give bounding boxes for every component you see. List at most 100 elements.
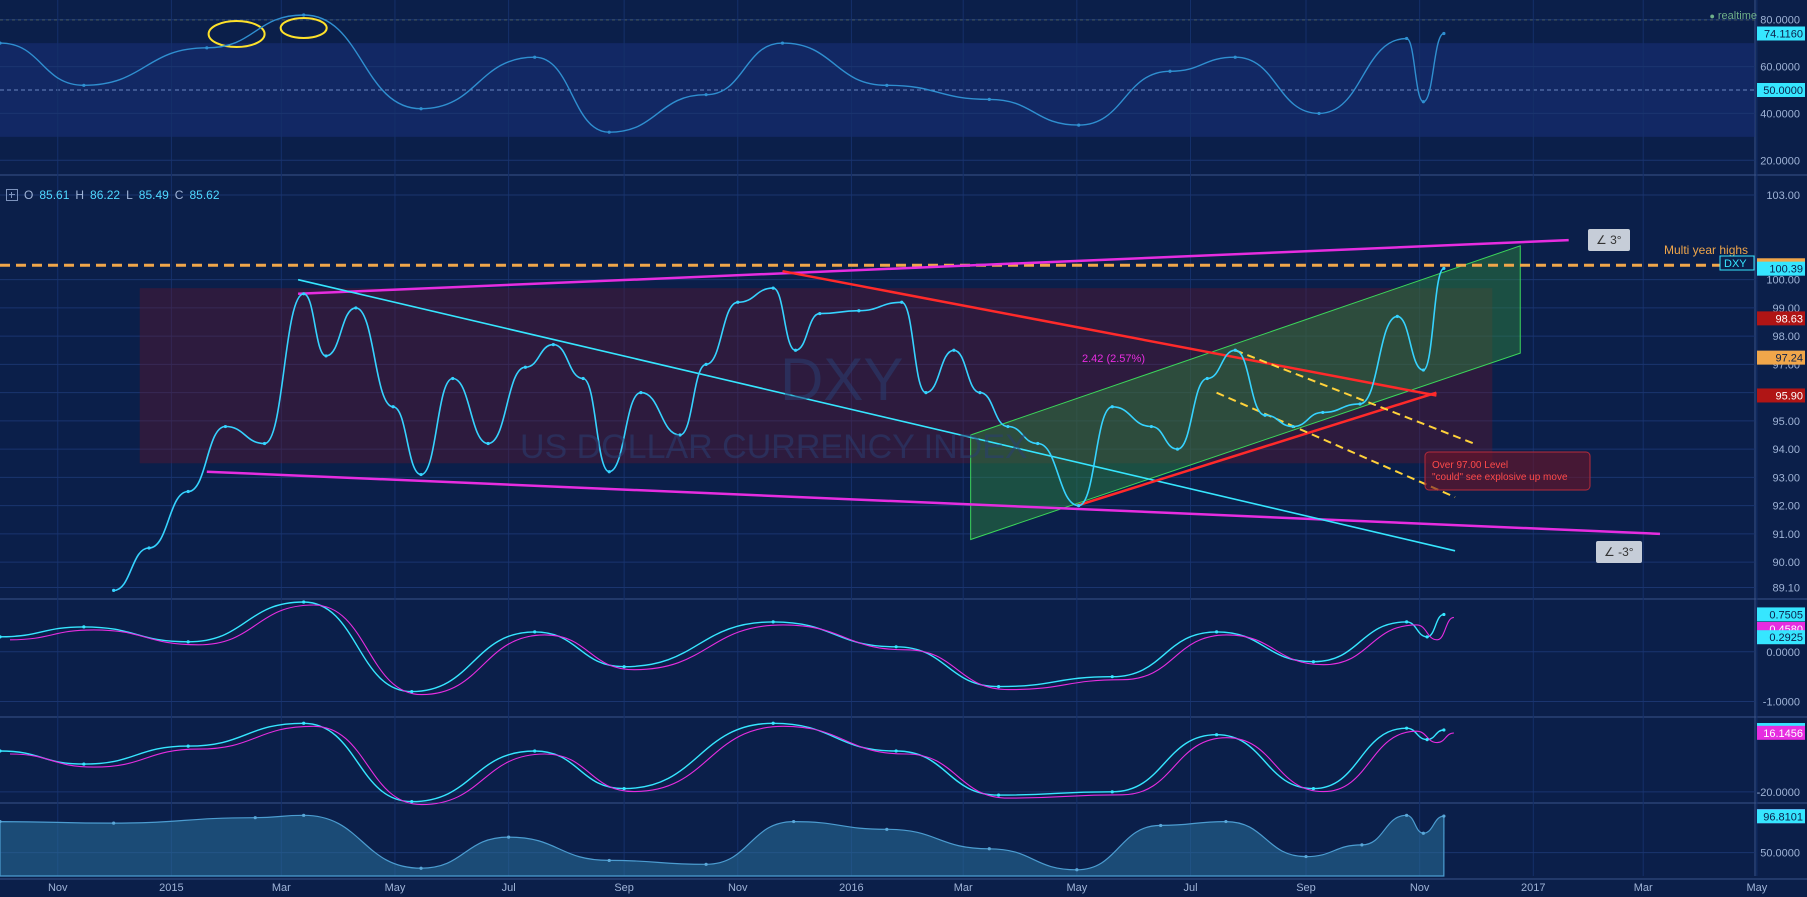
- note-box[interactable]: [1424, 451, 1591, 491]
- x-tick-label: Sep: [614, 882, 634, 894]
- price-badge: [1757, 350, 1805, 365]
- x-tick-label: Nov: [48, 882, 68, 894]
- angle-up-badge[interactable]: ∠ 3°: [1588, 229, 1630, 251]
- price-point: [1358, 402, 1362, 406]
- oscillator-point: [1405, 813, 1409, 817]
- stoch-point: [771, 721, 775, 725]
- oscillator-point: [419, 866, 423, 870]
- price-axis-bg: [1755, 0, 1807, 897]
- y-tick-label: 90.00: [1772, 557, 1800, 569]
- x-tick-label: Jul: [1183, 882, 1197, 894]
- low-value: 85.49: [138, 188, 169, 202]
- rsi-point: [205, 46, 209, 50]
- macd-point: [1311, 660, 1316, 664]
- rsi-point: [987, 97, 991, 101]
- price-point: [147, 546, 151, 550]
- oscillator-point: [302, 813, 306, 817]
- price-point: [607, 470, 611, 474]
- y-tick-label: 100.00: [1766, 275, 1800, 287]
- angle-icon: ∠: [1604, 545, 1619, 559]
- cyan-down-trend: [297, 278, 1456, 552]
- y-tick-label: 93.00: [1772, 472, 1800, 484]
- angle-down-badge[interactable]: ∠ -3°: [1596, 541, 1642, 563]
- rsi-point: [302, 13, 306, 17]
- x-tick-label: Sep: [1296, 882, 1316, 894]
- rsi-point: [607, 130, 611, 134]
- price-point: [1036, 441, 1040, 446]
- price-badge-label: 100.39: [1769, 264, 1803, 276]
- x-tick-label: 2016: [839, 882, 863, 894]
- price-point: [223, 424, 228, 429]
- price-badge: [1757, 388, 1805, 403]
- oscillator-point: [1421, 831, 1425, 835]
- y-tick-label: 94.00: [1772, 444, 1800, 456]
- x-tick-label: Mar: [272, 882, 291, 894]
- price-point: [818, 311, 822, 316]
- note-line-1: Over 97.00 Level: [1432, 460, 1508, 471]
- expand-icon[interactable]: [6, 189, 18, 201]
- rsi-point: [1317, 111, 1321, 116]
- rsi-point: [1168, 69, 1172, 73]
- y-tick-label: 89.10: [1772, 583, 1800, 595]
- price-point: [419, 472, 423, 477]
- rsi-point: [1077, 123, 1081, 127]
- stoch-signal-line: [9, 725, 1454, 806]
- rsi-point: [885, 83, 889, 87]
- high-label: H: [75, 188, 85, 202]
- price-point: [391, 405, 395, 409]
- price-point: [1233, 348, 1237, 352]
- price-point: [551, 343, 555, 347]
- y-tick-label: 50.0000: [1760, 848, 1800, 860]
- oscillator-point: [792, 819, 796, 824]
- multi-year-highs-label: Multi year highs: [1664, 243, 1748, 257]
- x-tick-label: Jul: [502, 882, 516, 894]
- price-point: [112, 588, 116, 592]
- price-badge-label: 96.8101: [1763, 811, 1803, 823]
- x-tick-label: 2017: [1521, 882, 1545, 894]
- y-tick-label: -1.0000: [1763, 697, 1800, 709]
- y-tick-label: 40.0000: [1760, 108, 1800, 120]
- stoch-point: [1214, 733, 1219, 737]
- oscillator-point: [987, 847, 991, 851]
- price-point: [771, 286, 775, 290]
- x-tick-label: Mar: [954, 882, 973, 894]
- oscillator-point: [112, 821, 116, 825]
- close-value: 85.62: [189, 188, 220, 202]
- stoch-point: [1405, 726, 1409, 730]
- price-point: [978, 391, 982, 395]
- price-point: [900, 300, 904, 304]
- price-point: [1321, 410, 1325, 415]
- price-point: [324, 354, 328, 358]
- price-point: [1442, 266, 1446, 270]
- oscillator-point: [0, 819, 2, 824]
- y-tick-label: 92.00: [1772, 501, 1800, 513]
- price-badge: [1757, 26, 1805, 41]
- macd-point: [1442, 612, 1446, 617]
- x-tick-label: May: [1746, 882, 1767, 894]
- yellow-dashed-2: [1216, 391, 1456, 499]
- oscillator-point: [1304, 854, 1308, 859]
- macd-point: [1110, 675, 1114, 679]
- price-point: [451, 376, 455, 381]
- price-badge: [1757, 630, 1805, 645]
- open-value: 85.61: [39, 188, 70, 202]
- stoch-point: [1311, 786, 1316, 791]
- angle-down-label: -3°: [1618, 545, 1634, 559]
- oscillator-point: [253, 816, 257, 820]
- price-point: [1395, 314, 1399, 318]
- oscillator-point: [1224, 819, 1228, 824]
- price-badge-label: 98.63: [1775, 313, 1803, 325]
- price-point: [793, 348, 798, 352]
- macd-point: [894, 645, 898, 649]
- price-point: [581, 376, 585, 381]
- x-tick-label: Nov: [1410, 882, 1430, 894]
- price-badge-label: 95.90: [1775, 390, 1803, 402]
- price-point: [1077, 504, 1081, 508]
- y-tick-label: 0.0000: [1766, 647, 1800, 659]
- symbol-badge: [1719, 255, 1755, 271]
- oscillator-point: [1075, 868, 1079, 872]
- angle-up-label: 3°: [1610, 233, 1622, 247]
- rsi-point: [1233, 55, 1237, 59]
- price-point: [262, 441, 267, 446]
